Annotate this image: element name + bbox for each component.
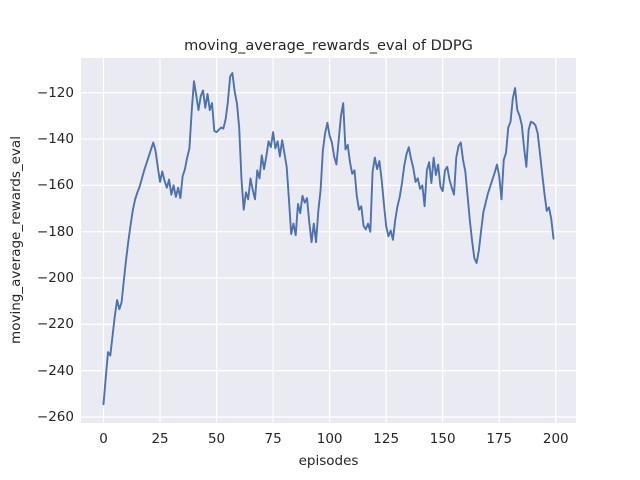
x-tick-label: 50 <box>207 431 226 447</box>
y-tick-label: −120 <box>36 84 74 101</box>
x-tick-label: 75 <box>264 431 282 447</box>
x-tick-label: 175 <box>486 431 513 447</box>
grid-lines <box>81 58 576 423</box>
y-tick-label: −140 <box>36 131 74 148</box>
x-tick-label: 150 <box>429 431 456 447</box>
y-tick-label: −180 <box>36 223 74 240</box>
line-series <box>102 72 555 406</box>
y-tick-label: −260 <box>36 408 74 425</box>
chart-title: moving_average_rewards_eval of DDPG <box>184 38 473 54</box>
plot-area <box>81 58 576 423</box>
x-tick-label: 125 <box>373 431 400 447</box>
x-tick-label: 200 <box>542 431 569 447</box>
y-tick-label: −160 <box>36 177 74 194</box>
x-tick-label: 25 <box>151 431 169 447</box>
x-tick-label: 0 <box>99 431 108 447</box>
series-line-moving_average_rewards_eval <box>102 72 555 406</box>
line-chart-svg <box>81 58 576 423</box>
y-tick-label: −220 <box>36 316 74 333</box>
x-tick-label: 100 <box>316 431 343 447</box>
x-axis-label: episodes <box>298 453 359 469</box>
y-tick-label: −200 <box>36 270 74 287</box>
y-axis-label: moving_average_rewards_eval <box>8 136 24 344</box>
y-tick-label: −240 <box>36 362 74 379</box>
